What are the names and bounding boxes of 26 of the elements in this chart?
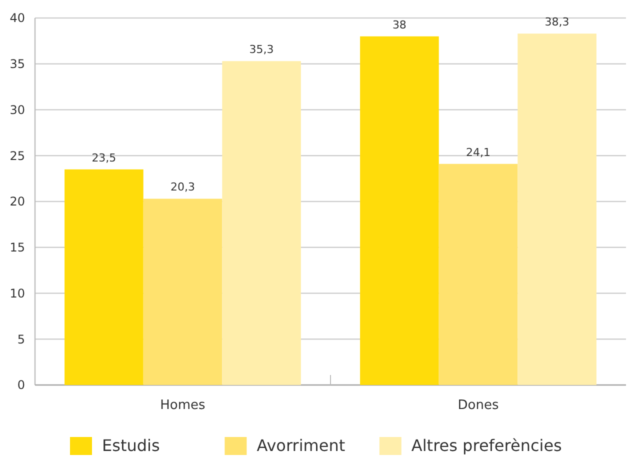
data-label: 24,1 — [466, 146, 490, 159]
y-tick-label: 25 — [10, 148, 25, 163]
y-tick-label: 0 — [17, 378, 25, 392]
data-label: 38,3 — [544, 16, 570, 29]
y-tick-label: 30 — [10, 102, 25, 117]
legend-label: Estudis — [102, 436, 160, 455]
data-label: 23,5 — [92, 151, 116, 164]
data-label: 20,3 — [170, 180, 195, 194]
x-tick-label: Homes — [160, 398, 206, 413]
y-tick-label: 5 — [17, 332, 25, 346]
bar — [360, 36, 439, 385]
y-tick-label: 15 — [10, 240, 25, 255]
legend-label: Altres preferències — [411, 436, 562, 455]
data-label: 35,3 — [249, 43, 274, 56]
y-tick-label: 20 — [10, 194, 25, 209]
y-tick-label: 10 — [10, 286, 25, 300]
bar — [518, 34, 596, 385]
data-label: 38 — [392, 18, 406, 32]
legend-label: Avorriment — [256, 436, 346, 455]
bar — [143, 198, 222, 385]
bar — [222, 61, 301, 385]
y-tick-label: 40 — [10, 11, 25, 26]
bar — [64, 169, 144, 385]
y-tick-label: 35 — [10, 57, 25, 72]
x-tick-label: Dones — [458, 398, 499, 413]
bar — [438, 164, 518, 385]
